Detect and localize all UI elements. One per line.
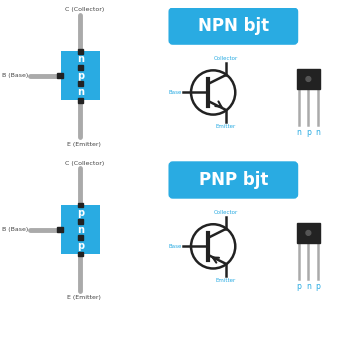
Text: n: n: [77, 225, 84, 234]
Bar: [57, 73, 63, 78]
FancyBboxPatch shape: [170, 163, 297, 197]
Bar: [78, 235, 83, 240]
FancyBboxPatch shape: [61, 51, 100, 67]
Bar: [57, 227, 63, 232]
FancyBboxPatch shape: [61, 205, 100, 221]
Text: B (Base): B (Base): [2, 73, 28, 78]
Text: Emitter: Emitter: [215, 278, 236, 283]
Text: PNP bjt: PNP bjt: [199, 171, 268, 189]
Bar: [78, 252, 83, 256]
Text: Collector: Collector: [214, 210, 238, 215]
Text: n: n: [77, 87, 84, 97]
Bar: [297, 223, 320, 243]
Text: Base: Base: [168, 90, 181, 95]
Text: B (Base): B (Base): [2, 227, 28, 232]
Bar: [297, 69, 320, 89]
Text: p: p: [296, 282, 301, 291]
Text: E (Emitter): E (Emitter): [67, 141, 101, 147]
Text: NPN bjt: NPN bjt: [198, 17, 269, 35]
Text: p: p: [316, 282, 320, 291]
FancyBboxPatch shape: [61, 238, 100, 254]
Text: E (Emitter): E (Emitter): [67, 296, 101, 301]
Bar: [78, 98, 83, 103]
FancyBboxPatch shape: [61, 67, 100, 84]
Text: C (Collector): C (Collector): [64, 161, 104, 166]
Text: Base: Base: [168, 244, 181, 249]
Text: Collector: Collector: [214, 56, 238, 61]
Text: n: n: [77, 54, 84, 64]
FancyBboxPatch shape: [61, 84, 100, 100]
Circle shape: [306, 230, 311, 235]
Text: n: n: [306, 282, 311, 291]
Bar: [78, 49, 83, 54]
FancyBboxPatch shape: [170, 9, 297, 44]
Bar: [78, 219, 83, 224]
Text: p: p: [77, 71, 84, 81]
Text: p: p: [306, 128, 311, 137]
FancyBboxPatch shape: [61, 221, 100, 238]
Bar: [78, 203, 83, 207]
Circle shape: [306, 77, 311, 81]
Bar: [78, 81, 83, 86]
Text: p: p: [77, 241, 84, 251]
Text: n: n: [296, 128, 301, 137]
Text: p: p: [77, 208, 84, 218]
Text: Emitter: Emitter: [215, 124, 236, 129]
Text: n: n: [316, 128, 320, 137]
Text: C (Collector): C (Collector): [64, 7, 104, 12]
Bar: [78, 65, 83, 70]
